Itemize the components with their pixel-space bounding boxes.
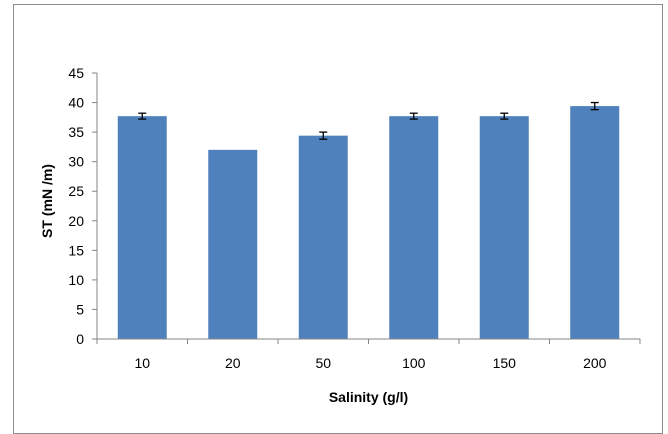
y-axis-title: ST (mN /m) — [39, 164, 55, 238]
y-tick-label: 35 — [68, 124, 84, 140]
x-tick-label: 50 — [315, 355, 331, 371]
x-tick-label: 10 — [134, 355, 150, 371]
bars-layer — [118, 106, 620, 339]
x-tick-label: 20 — [225, 355, 241, 371]
bar-50 — [299, 136, 348, 339]
bar-150 — [480, 116, 529, 339]
y-tick-label: 0 — [76, 331, 84, 347]
x-tick-label: 100 — [402, 355, 426, 371]
error-bars-layer — [138, 103, 599, 140]
y-tick-label: 40 — [68, 95, 84, 111]
axes-layer — [92, 73, 640, 344]
salinity-bar-chart: 10 20 50 100 150 200 0 5 10 15 20 25 30 35 40 45 Salini… — [0, 0, 668, 423]
y-tick-label: 45 — [68, 65, 84, 81]
y-tick-label: 5 — [76, 301, 84, 317]
y-tick-label: 20 — [68, 213, 84, 229]
x-tick-label: 150 — [493, 355, 517, 371]
y-tick-label: 25 — [68, 183, 84, 199]
bar-200 — [570, 106, 619, 339]
y-tick-label: 15 — [68, 242, 84, 258]
bar-20 — [208, 150, 257, 339]
bar-100 — [389, 116, 438, 339]
x-axis-title: Salinity (g/l) — [329, 389, 408, 405]
bar-10 — [118, 116, 167, 339]
y-tick-label: 30 — [68, 154, 84, 170]
x-tick-label: 200 — [583, 355, 607, 371]
y-tick-label: 10 — [68, 272, 84, 288]
